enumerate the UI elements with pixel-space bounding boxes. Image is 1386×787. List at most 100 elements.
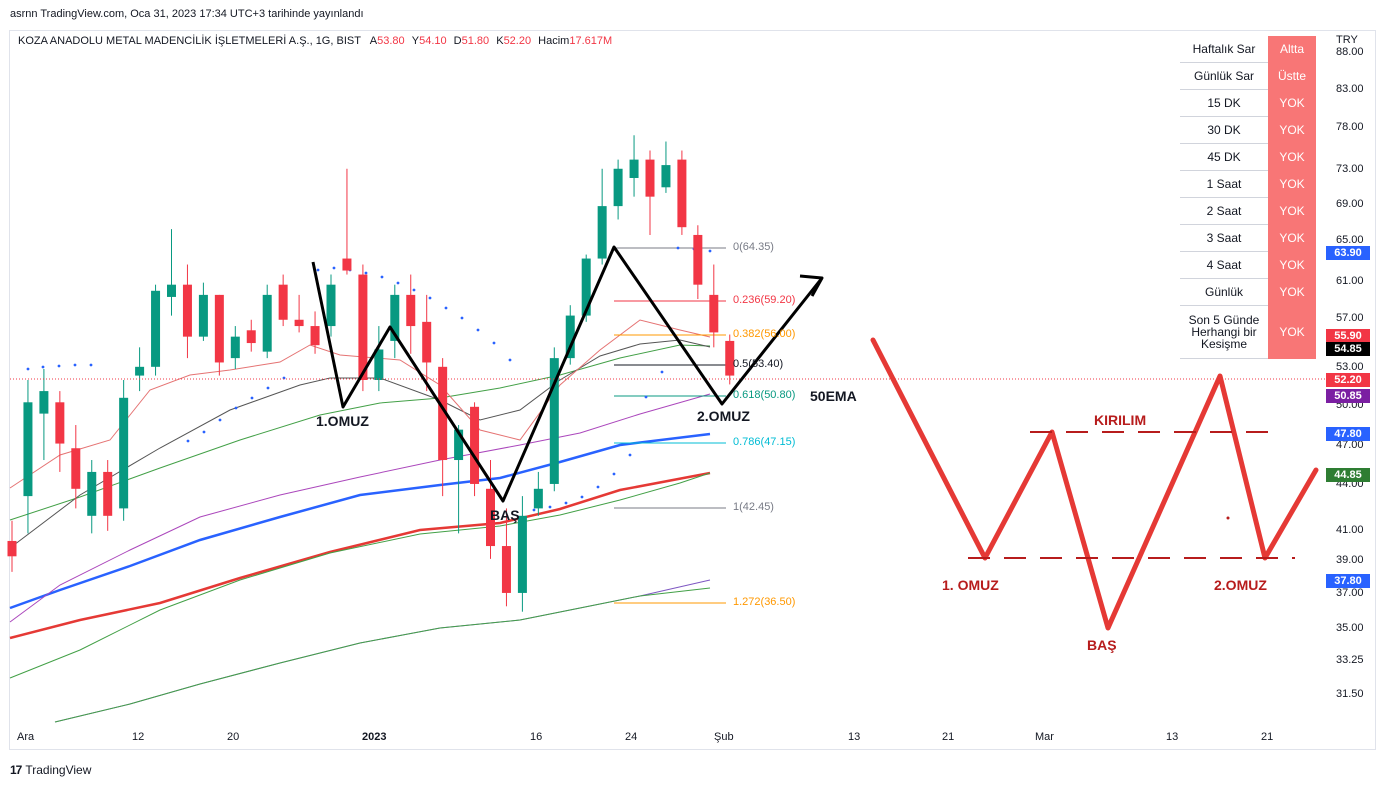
time-tick: Şub [714, 731, 734, 743]
label-head: BAŞ [490, 507, 520, 523]
candle-body [470, 406, 480, 484]
signal-row: Günlük YOK [1180, 278, 1316, 306]
candle-body [454, 429, 464, 461]
candlestick-series [7, 135, 735, 612]
candle-body [486, 488, 495, 547]
sar-dot [26, 367, 30, 371]
sar-dot [644, 395, 648, 399]
price-tick: 88.00 [1336, 46, 1364, 58]
sar-dot [660, 370, 664, 374]
candle-body [709, 294, 719, 333]
moving-average-line [9, 472, 711, 679]
chart-frame [9, 30, 1376, 750]
sar-dot [73, 363, 77, 367]
sar-dot [380, 275, 384, 279]
signal-value: YOK [1268, 197, 1316, 225]
price-badge: 55.90 [1326, 329, 1370, 343]
signal-row: 4 Saat YOK [1180, 251, 1316, 279]
signal-label: 15 DK [1180, 89, 1268, 117]
signal-row: 30 DK YOK [1180, 116, 1316, 144]
candle-body [374, 349, 384, 380]
price-tick: 35.00 [1336, 622, 1364, 634]
label-schema-right-shoulder: 2.OMUZ [1214, 577, 1267, 593]
candle-body [501, 546, 511, 593]
sar-dot [234, 406, 238, 410]
label-right-shoulder: 2.OMUZ [697, 408, 750, 424]
tradingview-brand[interactable]: 17 TradingView [10, 763, 91, 777]
signal-label: 1 Saat [1180, 170, 1268, 198]
price-badge: 47.80 [1326, 427, 1370, 441]
candle-body [214, 294, 224, 363]
sar-dot [412, 288, 416, 292]
signal-row: 45 DK YOK [1180, 143, 1316, 171]
sar-dot [580, 495, 584, 499]
candle-body [565, 315, 575, 359]
sar-dot [476, 328, 480, 332]
price-tick: 73.00 [1336, 163, 1364, 175]
volume-label: Hacim [538, 35, 570, 47]
candle-body [151, 290, 161, 367]
sar-dot [202, 430, 206, 434]
sar-dot [316, 268, 320, 272]
candle-body [677, 159, 687, 228]
candle-body [406, 294, 416, 327]
sar-dot [57, 364, 61, 368]
signal-table: Haftalık Sar Altta Günlük Sar Üstte 15 DK Y… [1180, 36, 1316, 359]
price-tick: 83.00 [1336, 83, 1364, 95]
signal-value: YOK [1268, 89, 1316, 117]
time-tick: 20 [227, 731, 240, 743]
currency-label: TRY [1336, 34, 1358, 46]
sar-dot [250, 396, 254, 400]
sar-dot [444, 306, 448, 310]
signal-row: Haftalık Sar Altta [1180, 36, 1316, 63]
close-label: K [496, 35, 504, 47]
signal-row: 2 Saat YOK [1180, 197, 1316, 225]
sar-dot [41, 365, 45, 369]
price-badge: 44.85 [1326, 468, 1370, 482]
candle-body [246, 330, 256, 344]
candle-body [613, 168, 623, 207]
candle-body [326, 284, 336, 327]
fib-label-1272: 1.272(36.50) [733, 596, 796, 608]
signal-value: Altta [1268, 36, 1316, 63]
candle-body [87, 471, 97, 516]
candle-body [661, 165, 671, 188]
pattern-drawing-black [311, 245, 824, 503]
price-tick: 57.00 [1336, 312, 1364, 324]
sar-dot [676, 246, 680, 250]
brand-name: TradingView [25, 763, 92, 777]
signal-label: 3 Saat [1180, 224, 1268, 252]
dot-marker [1226, 516, 1230, 520]
signal-row: 1 Saat YOK [1180, 170, 1316, 198]
candle-body [581, 258, 591, 316]
symbol-legend: KOZA ANADOLU METAL MADENCİLİK İŞLETMELER… [18, 35, 612, 47]
sar-dot [266, 386, 270, 390]
fib-label-0786: 0.786(47.15) [733, 436, 796, 448]
moving-average-line [54, 587, 711, 723]
candle-body [135, 366, 145, 376]
price-tick: 65.00 [1336, 234, 1364, 246]
candle-body [103, 471, 113, 516]
sar-dot [708, 249, 712, 253]
time-tick: Mar [1035, 731, 1054, 743]
sar-dot [89, 363, 93, 367]
fib-label-0382: 0.382(56.00) [733, 328, 796, 340]
tradingview-logo-icon: 17 [10, 763, 22, 777]
signal-label: 2 Saat [1180, 197, 1268, 225]
sar-dot [460, 316, 464, 320]
low-label: D [453, 35, 462, 47]
price-badge: 52.20 [1326, 373, 1370, 387]
candle-body [278, 284, 288, 320]
label-schema-head: BAŞ [1087, 637, 1117, 653]
time-tick: 21 [1261, 731, 1274, 743]
moving-average-line [9, 344, 711, 521]
candle-body [533, 488, 543, 509]
sar-dot [564, 501, 568, 505]
fibonacci-retracement [614, 247, 726, 604]
candle-body [167, 284, 176, 297]
price-tick: 37.00 [1336, 587, 1364, 599]
price-badge: 37.80 [1326, 574, 1370, 588]
price-tick: 33.25 [1336, 654, 1364, 666]
time-tick: 21 [942, 731, 955, 743]
